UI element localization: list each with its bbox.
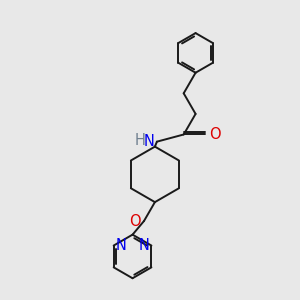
- Text: O: O: [129, 214, 141, 230]
- Text: O: O: [209, 127, 221, 142]
- Text: N: N: [116, 238, 127, 253]
- Text: N: N: [144, 134, 155, 149]
- Text: N: N: [139, 238, 149, 253]
- Text: H: H: [134, 133, 145, 148]
